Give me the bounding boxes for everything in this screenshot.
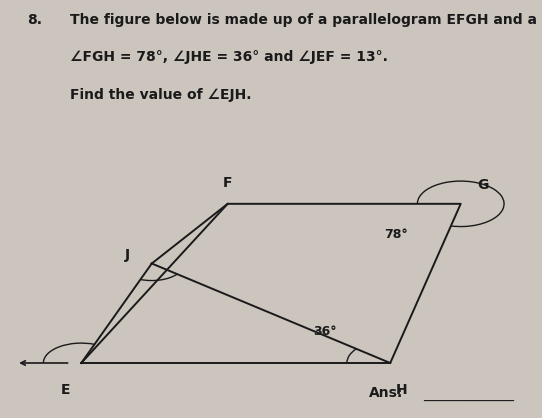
Text: H: H xyxy=(395,383,407,397)
Text: J: J xyxy=(125,248,130,262)
Text: E: E xyxy=(60,383,70,397)
Text: F: F xyxy=(223,176,233,190)
Text: 36°: 36° xyxy=(313,324,337,338)
Text: Find the value of ∠EJH.: Find the value of ∠EJH. xyxy=(70,88,252,102)
Text: ∠FGH = 78°, ∠JHE = 36° and ∠JEF = 13°.: ∠FGH = 78°, ∠JHE = 36° and ∠JEF = 13°. xyxy=(70,50,388,64)
Text: 78°: 78° xyxy=(384,228,408,241)
Text: Ans:: Ans: xyxy=(369,386,403,400)
Text: The figure below is made up of a parallelogram EFGH and a triangle EJH.: The figure below is made up of a paralle… xyxy=(70,13,542,26)
Text: 8.: 8. xyxy=(27,13,42,26)
Text: G: G xyxy=(477,178,488,192)
Text: _____________: _____________ xyxy=(423,388,514,402)
